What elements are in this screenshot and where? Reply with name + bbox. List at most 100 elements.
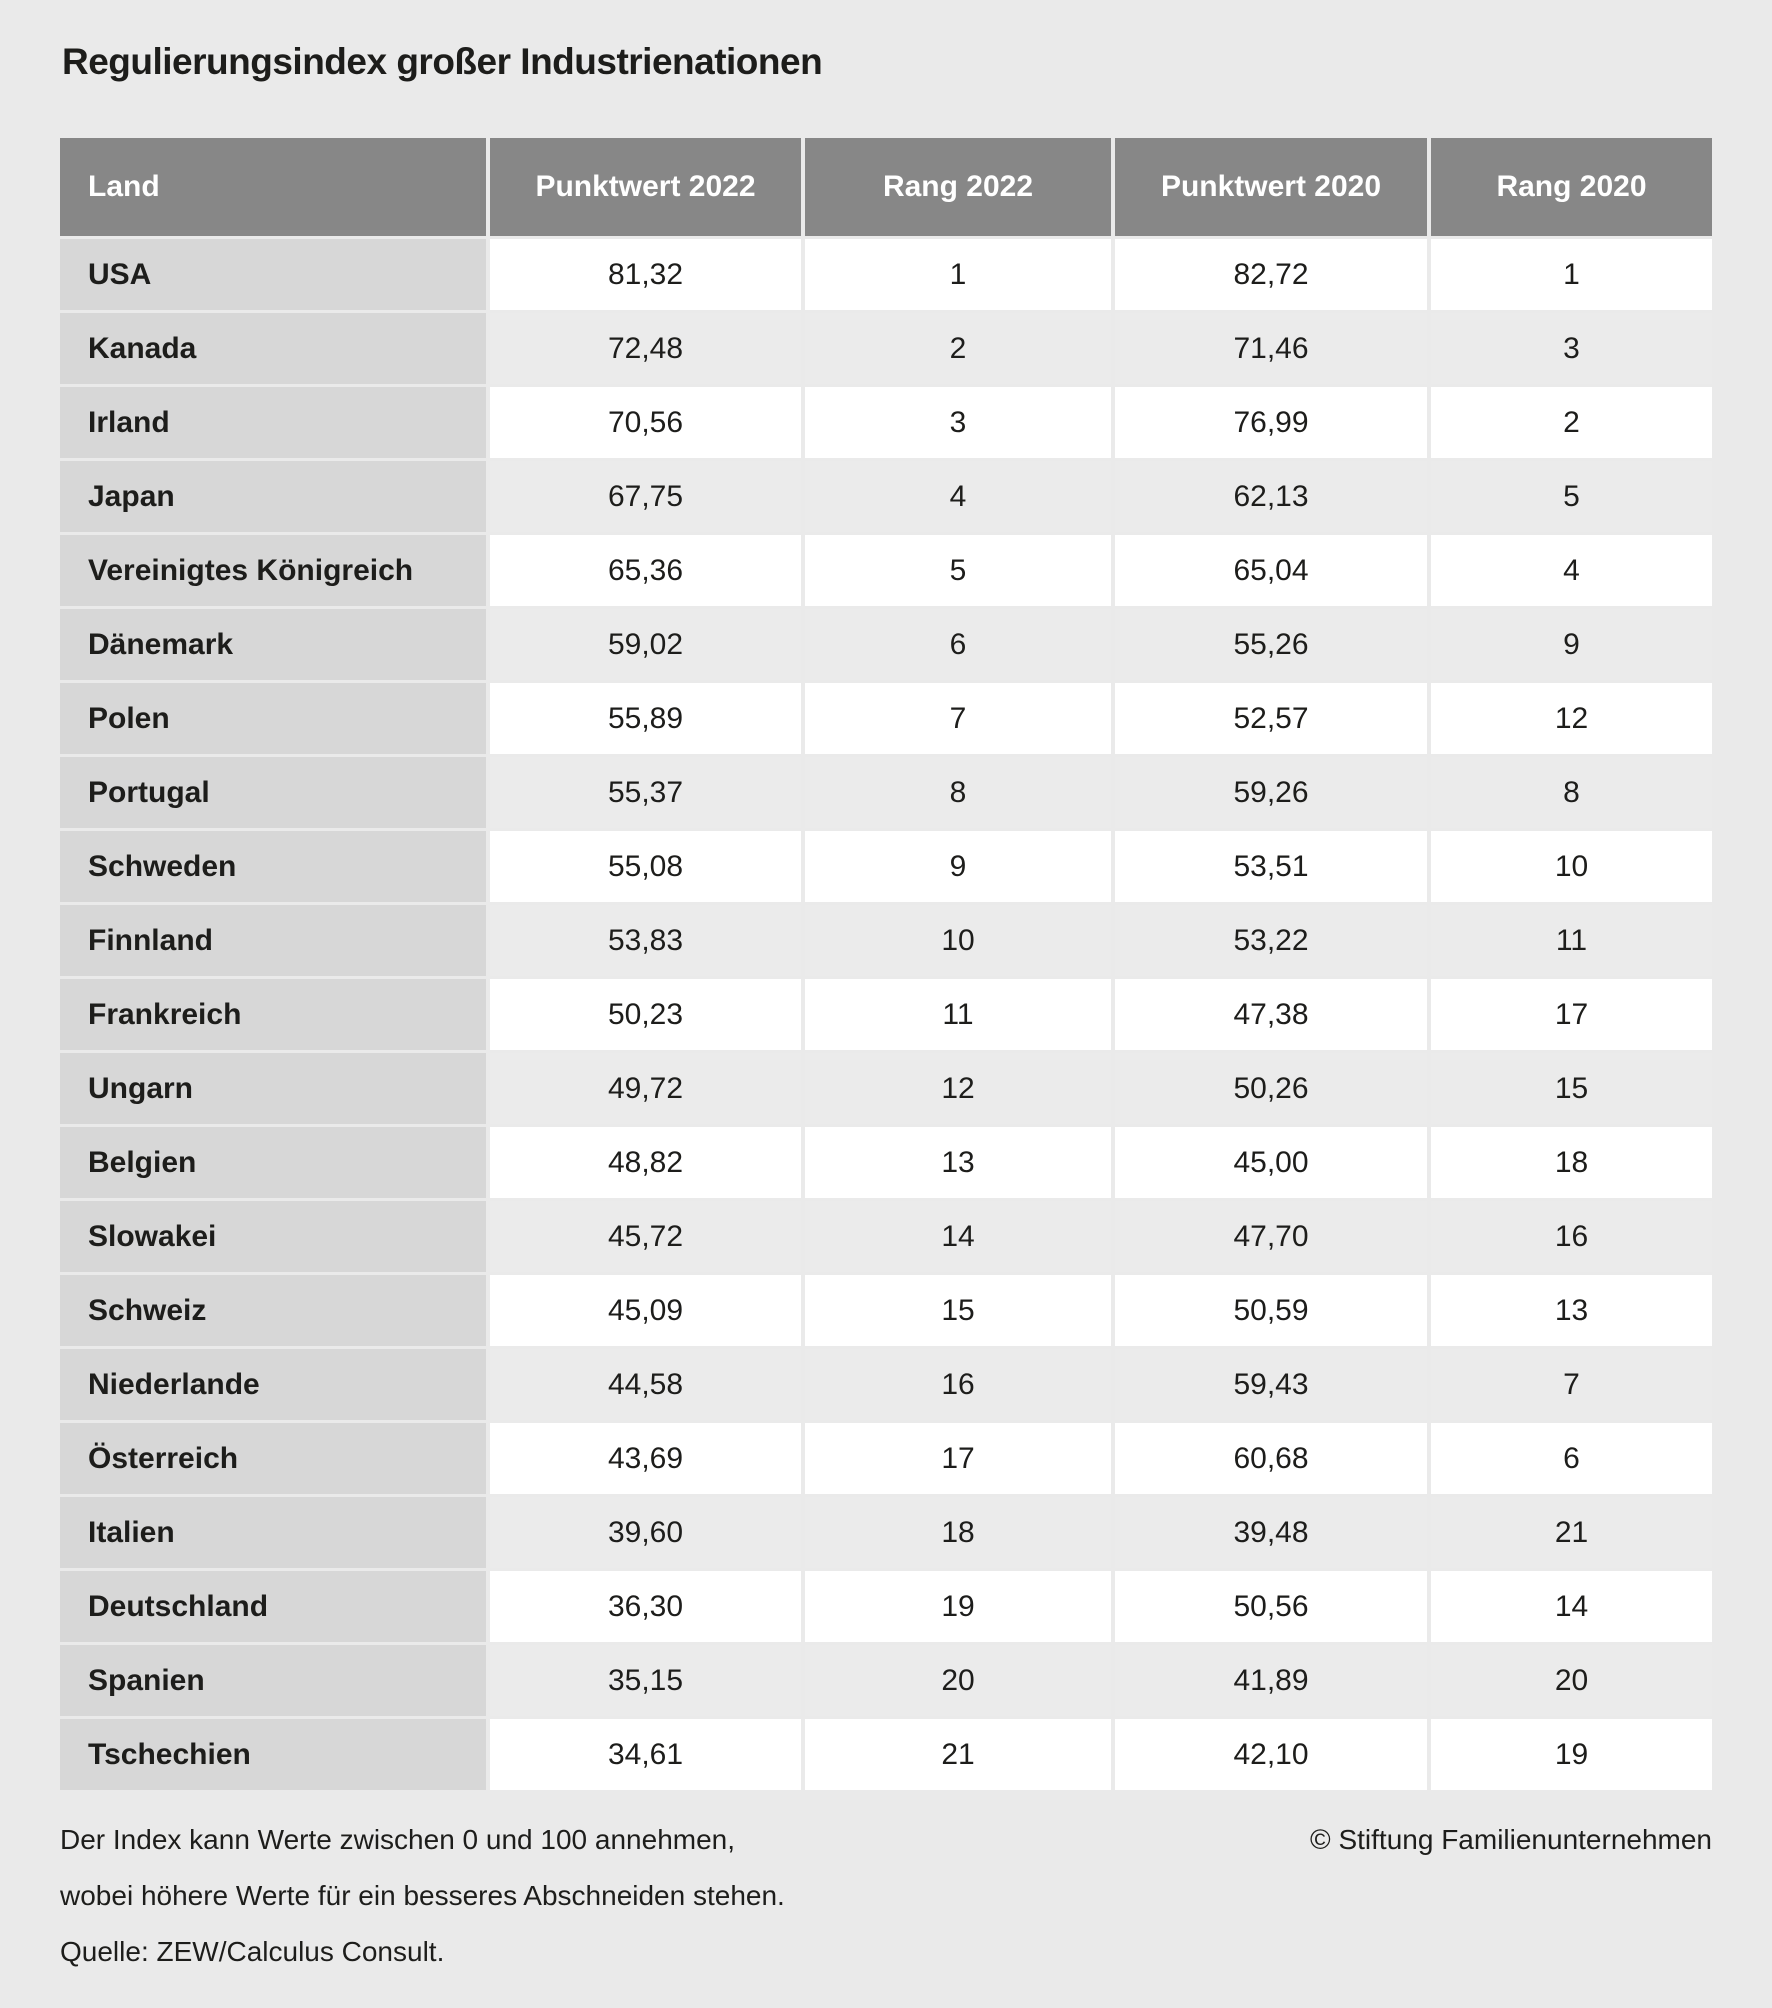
rang-2020-cell: 5 [1431,461,1712,532]
rang-2022-cell: 19 [805,1571,1111,1642]
rang-2020-cell: 10 [1431,831,1712,902]
punktwert-2020-cell: 71,46 [1115,313,1427,384]
copyright: © Stiftung Familienunternehmen [1310,1824,1712,1855]
page-title: Regulierungsindex großer Industrienation… [62,41,823,82]
rang-2022-cell: 5 [805,535,1111,606]
land-cell: Slowakei [60,1201,486,1272]
rang-2022-cell: 9 [805,831,1111,902]
rang-2020-cell: 20 [1431,1645,1712,1716]
rang-2020-cell: 9 [1431,609,1712,680]
punktwert-2022-cell: 67,75 [490,461,801,532]
land-cell: Deutschland [60,1571,486,1642]
table-row: Niederlande 44,58 16 59,43 7 [60,1349,1712,1420]
table-row: Finnland 53,83 10 53,22 11 [60,905,1712,976]
land-cell: Frankreich [60,979,486,1050]
footnote-line-2: wobei höhere Werte für ein besseres Absc… [60,1880,785,1911]
table-row: Irland 70,56 3 76,99 2 [60,387,1712,458]
table-row: Schweiz 45,09 15 50,59 13 [60,1275,1712,1346]
land-cell: Vereinigtes Königreich [60,535,486,606]
rang-2022-cell: 14 [805,1201,1111,1272]
punktwert-2020-cell: 59,43 [1115,1349,1427,1420]
rang-2022-cell: 21 [805,1719,1111,1790]
rang-2022-cell: 18 [805,1497,1111,1568]
footnote: Der Index kann Werte zwischen 0 und 100 … [60,1812,1712,1980]
table-row: Tschechien 34,61 21 42,10 19 [60,1719,1712,1790]
land-cell: Kanada [60,313,486,384]
rang-2020-cell: 1 [1431,239,1712,310]
rang-2022-cell: 10 [805,905,1111,976]
land-cell: Italien [60,1497,486,1568]
land-cell: Niederlande [60,1349,486,1420]
table-row: Schweden 55,08 9 53,51 10 [60,831,1712,902]
land-cell: Schweden [60,831,486,902]
punktwert-2022-cell: 55,89 [490,683,801,754]
rang-2020-cell: 14 [1431,1571,1712,1642]
punktwert-2022-cell: 72,48 [490,313,801,384]
rang-2020-cell: 11 [1431,905,1712,976]
rang-2022-cell: 15 [805,1275,1111,1346]
table-row: Italien 39,60 18 39,48 21 [60,1497,1712,1568]
punktwert-2022-cell: 55,37 [490,757,801,828]
rang-2020-cell: 19 [1431,1719,1712,1790]
rang-2020-cell: 17 [1431,979,1712,1050]
punktwert-2020-cell: 59,26 [1115,757,1427,828]
column-header-punktwert-2022: Punktwert 2022 [490,138,801,236]
land-cell: Portugal [60,757,486,828]
punktwert-2020-cell: 62,13 [1115,461,1427,532]
punktwert-2022-cell: 49,72 [490,1053,801,1124]
punktwert-2022-cell: 53,83 [490,905,801,976]
punktwert-2020-cell: 50,56 [1115,1571,1427,1642]
column-header-land: Land [60,138,486,236]
land-cell: Polen [60,683,486,754]
table-row: Slowakei 45,72 14 47,70 16 [60,1201,1712,1272]
rang-2022-cell: 13 [805,1127,1111,1198]
footnote-lines: Der Index kann Werte zwischen 0 und 100 … [60,1812,1712,1980]
rang-2022-cell: 16 [805,1349,1111,1420]
punktwert-2020-cell: 50,59 [1115,1275,1427,1346]
table-row: USA 81,32 1 82,72 1 [60,239,1712,310]
punktwert-2022-cell: 48,82 [490,1127,801,1198]
rang-2022-cell: 3 [805,387,1111,458]
rang-2020-cell: 15 [1431,1053,1712,1124]
land-cell: Finnland [60,905,486,976]
punktwert-2020-cell: 42,10 [1115,1719,1427,1790]
rang-2020-cell: 12 [1431,683,1712,754]
table-row: Ungarn 49,72 12 50,26 15 [60,1053,1712,1124]
rang-2022-cell: 7 [805,683,1111,754]
table-header-row: Land Punktwert 2022 Rang 2022 Punktwert … [60,138,1712,236]
land-cell: Ungarn [60,1053,486,1124]
rang-2020-cell: 3 [1431,313,1712,384]
rang-2022-cell: 20 [805,1645,1111,1716]
column-header-rang-2020: Rang 2020 [1431,138,1712,236]
rang-2020-cell: 16 [1431,1201,1712,1272]
punktwert-2022-cell: 39,60 [490,1497,801,1568]
rang-2020-cell: 13 [1431,1275,1712,1346]
land-cell: Belgien [60,1127,486,1198]
punktwert-2020-cell: 52,57 [1115,683,1427,754]
land-cell: Österreich [60,1423,486,1494]
rang-2022-cell: 17 [805,1423,1111,1494]
punktwert-2022-cell: 43,69 [490,1423,801,1494]
table-row: Spanien 35,15 20 41,89 20 [60,1645,1712,1716]
table-row: Japan 67,75 4 62,13 5 [60,461,1712,532]
table-body: USA 81,32 1 82,72 1 Kanada 72,48 2 71,46 3 Irland 7… [60,239,1712,1790]
land-cell: Dänemark [60,609,486,680]
punktwert-2022-cell: 45,72 [490,1201,801,1272]
column-header-rang-2022: Rang 2022 [805,138,1111,236]
land-cell: Tschechien [60,1719,486,1790]
punktwert-2020-cell: 53,51 [1115,831,1427,902]
punktwert-2022-cell: 35,15 [490,1645,801,1716]
table-row: Frankreich 50,23 11 47,38 17 [60,979,1712,1050]
punktwert-2022-cell: 70,56 [490,387,801,458]
punktwert-2022-cell: 44,58 [490,1349,801,1420]
table-row: Österreich 43,69 17 60,68 6 [60,1423,1712,1494]
rang-2020-cell: 18 [1431,1127,1712,1198]
rang-2020-cell: 8 [1431,757,1712,828]
rang-2020-cell: 21 [1431,1497,1712,1568]
rang-2022-cell: 12 [805,1053,1111,1124]
land-cell: Spanien [60,1645,486,1716]
land-cell: Japan [60,461,486,532]
rang-2020-cell: 7 [1431,1349,1712,1420]
rang-2020-cell: 4 [1431,535,1712,606]
